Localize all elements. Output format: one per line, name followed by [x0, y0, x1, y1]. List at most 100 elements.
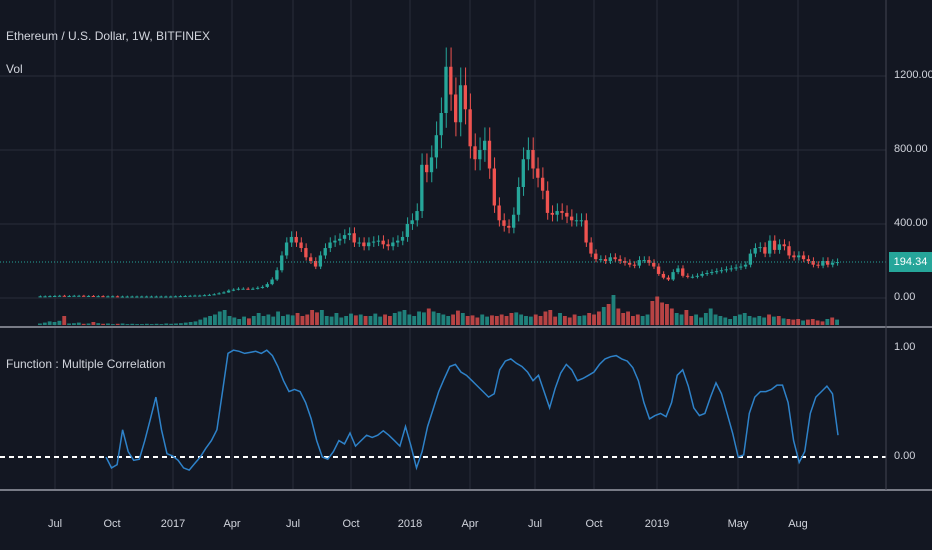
volume-bar	[596, 311, 601, 325]
candle-body	[811, 261, 815, 265]
volume-bar	[203, 317, 208, 325]
candle-body	[386, 244, 390, 247]
volume-bar	[674, 313, 679, 325]
candle-body	[453, 94, 458, 123]
volume-bar	[387, 316, 392, 325]
candle-body	[473, 146, 477, 160]
volume-bar	[606, 304, 611, 325]
candle-body	[405, 224, 410, 237]
candle-body	[574, 220, 579, 222]
volume-bar	[402, 310, 407, 325]
indicator-label: Function : Multiple Correlation	[6, 357, 166, 371]
volume-bar	[703, 313, 708, 325]
candle-body	[226, 290, 231, 293]
candle-body	[284, 242, 289, 256]
candle-body	[502, 220, 506, 226]
candle-body	[560, 211, 564, 213]
volume-bar	[183, 322, 188, 325]
candle-body	[700, 273, 704, 276]
volume-bar	[616, 308, 621, 325]
candle-body	[333, 240, 337, 243]
volume-bar	[553, 316, 558, 325]
volume-bar	[446, 316, 451, 325]
time-axis-tick: 2019	[644, 518, 670, 530]
time-axis-tick: Oct	[585, 518, 603, 530]
volume-bar	[815, 320, 820, 325]
volume-bar	[728, 319, 733, 325]
candle-body	[164, 296, 168, 298]
candle-body	[352, 233, 356, 243]
candle-body	[135, 296, 139, 298]
volume-bar	[276, 311, 281, 325]
volume-bar	[368, 316, 373, 325]
volume-bar	[417, 311, 421, 325]
volume-bar	[490, 315, 494, 325]
volume-bar	[771, 316, 776, 325]
candle-body	[400, 236, 405, 241]
candle-body	[212, 294, 216, 296]
volume-bar	[601, 307, 606, 325]
candle-body	[463, 85, 467, 110]
candle-body	[241, 288, 245, 290]
candle-body	[637, 260, 641, 266]
volume-bar	[62, 316, 67, 325]
volume-bar	[57, 320, 62, 325]
volume-bar	[237, 319, 242, 325]
volume-bar	[436, 313, 441, 325]
volume-bar	[426, 308, 431, 325]
candle-body	[782, 244, 786, 247]
candle-body	[521, 159, 525, 187]
candle-body	[168, 296, 173, 298]
candle-body	[52, 295, 57, 297]
volume-bar	[660, 302, 665, 325]
volume-bar	[820, 321, 825, 325]
volume-bar	[115, 323, 120, 325]
volume-bars	[38, 295, 839, 325]
volume-bar	[431, 311, 436, 325]
volume-bar	[96, 323, 101, 325]
volume-bar	[470, 315, 475, 325]
time-axis-tick: Apr	[223, 518, 241, 530]
candle-body	[768, 240, 772, 254]
candle-body	[149, 296, 153, 298]
candle-body	[328, 242, 332, 249]
candle-body	[458, 85, 463, 123]
volume-bar	[611, 295, 616, 325]
volume-bar	[101, 323, 106, 325]
candle-body	[106, 296, 110, 298]
volume-bar	[174, 323, 178, 325]
candle-body	[410, 220, 414, 224]
candle-body	[705, 273, 709, 275]
candle-body	[429, 157, 434, 173]
volume-bar	[485, 316, 490, 325]
candle-body	[801, 255, 806, 260]
volume-bar	[684, 310, 689, 325]
volume-bar	[38, 323, 42, 325]
volume-bar	[713, 314, 718, 325]
volume-bar	[81, 323, 86, 325]
candle-body	[260, 286, 265, 288]
volume-bar	[319, 310, 324, 325]
volume-bar	[723, 317, 728, 325]
candle-body	[449, 66, 453, 95]
candle-body	[347, 233, 352, 236]
candle-body	[294, 236, 298, 243]
volume-bar	[76, 322, 81, 325]
candle-body	[772, 240, 777, 250]
volume-bar	[567, 317, 572, 325]
volume-bar	[475, 317, 480, 325]
candle-body	[594, 253, 598, 260]
volume-bar	[135, 324, 140, 325]
candle-body	[178, 296, 182, 298]
volume-bar	[572, 314, 577, 325]
volume-bar	[441, 314, 446, 325]
candle-body	[77, 295, 81, 297]
candle-body	[729, 268, 733, 270]
volume-bar	[835, 319, 839, 325]
candle-body	[338, 238, 342, 241]
candle-body	[584, 220, 588, 243]
volume-bar	[562, 316, 567, 325]
time-axis-tick: 2017	[160, 518, 186, 530]
volume-bar	[140, 324, 144, 325]
volume-bar	[407, 314, 412, 325]
